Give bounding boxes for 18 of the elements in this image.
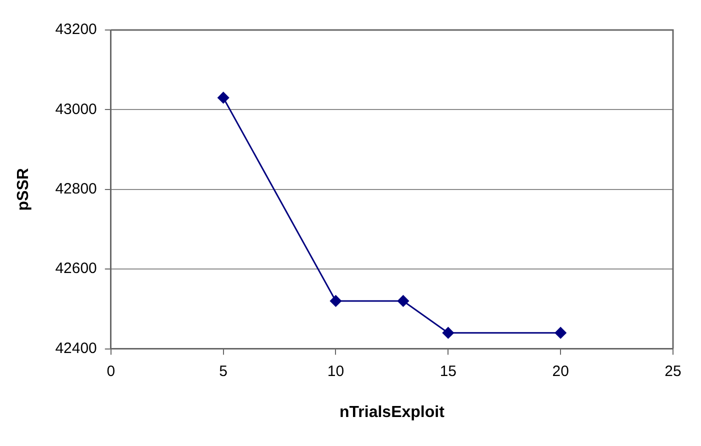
y-tick-label: 42600 — [55, 260, 97, 278]
point — [218, 92, 230, 104]
x-axis-title: nTrialsExploit — [339, 404, 446, 421]
point — [397, 295, 409, 307]
x-tick-label: 15 — [440, 362, 457, 380]
x-tick-label: 10 — [327, 362, 344, 380]
x-tick-label: 5 — [219, 362, 228, 380]
y-tick-label: 42400 — [55, 340, 97, 357]
x-tick-label: 20 — [552, 362, 569, 380]
point — [330, 295, 342, 307]
y-tick-label: 42800 — [55, 180, 97, 198]
point — [554, 327, 566, 339]
x-tick-label: 25 — [664, 362, 682, 380]
point — [442, 327, 454, 339]
y-tick-label: 43200 — [55, 21, 97, 38]
x-tick-label: 0 — [106, 362, 116, 380]
y-axis-title: pSSR — [15, 168, 32, 211]
y-tick-label: 43000 — [55, 100, 97, 118]
